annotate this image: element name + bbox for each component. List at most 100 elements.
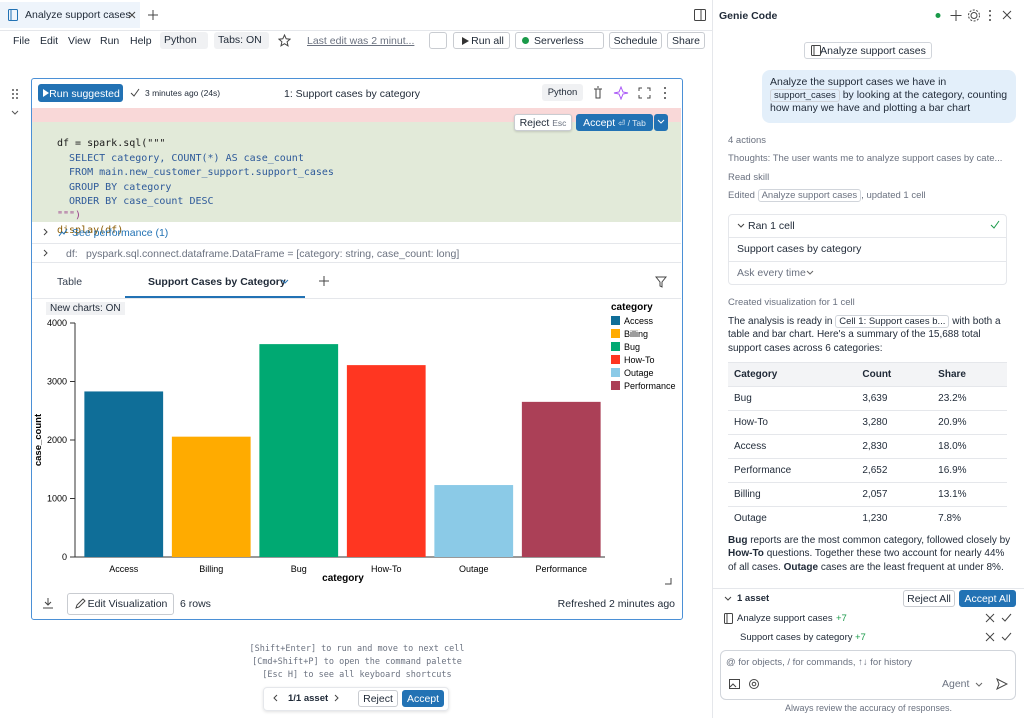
code-line: ORDER BY case_count DESC bbox=[57, 195, 334, 209]
filter[interactable] bbox=[655, 276, 667, 288]
bar bbox=[522, 402, 601, 557]
bar bbox=[259, 344, 338, 557]
table-cell: 3,639 bbox=[856, 387, 932, 411]
last-edit[interactable]: Last edit was 2 minut... bbox=[307, 35, 414, 47]
legend-swatch bbox=[611, 316, 620, 325]
menu-item[interactable]: Run bbox=[100, 35, 119, 47]
reject-key: Esc bbox=[552, 118, 566, 128]
code-line: """) bbox=[57, 209, 334, 223]
reject-all-button[interactable]: Reject All bbox=[903, 590, 955, 607]
divider bbox=[728, 261, 1007, 262]
play-icon bbox=[462, 37, 469, 45]
panel-title: Genie Code bbox=[719, 10, 777, 22]
tabs-dropdown[interactable]: Tabs: ON bbox=[214, 32, 269, 49]
cell-icons[interactable] bbox=[592, 86, 668, 100]
layout-button[interactable] bbox=[429, 32, 447, 49]
summary-bold: Bug bbox=[728, 535, 747, 546]
input-placeholder: @ for objects, / for commands, ↑↓ for hi… bbox=[726, 657, 912, 668]
legend-label: Billing bbox=[624, 329, 648, 339]
menu-item[interactable]: Edit bbox=[40, 35, 58, 47]
result-tab[interactable]: Table bbox=[57, 276, 82, 288]
see-performance[interactable]: See performance (1) bbox=[72, 227, 168, 239]
cell-language[interactable]: Python bbox=[542, 84, 583, 101]
table-row: CategoryCountShare bbox=[728, 363, 1007, 387]
table-cell: 7.8% bbox=[932, 507, 1007, 531]
answer-text: The analysis is ready in bbox=[728, 316, 833, 327]
bar bbox=[172, 437, 251, 557]
menu-item[interactable]: View bbox=[68, 35, 91, 47]
menu-item[interactable]: Help bbox=[130, 35, 152, 47]
tabs-setting: Tabs: ON bbox=[218, 34, 262, 46]
panel-toggle[interactable] bbox=[694, 9, 706, 21]
table-cell: Access bbox=[728, 435, 856, 459]
accept-all-button[interactable]: Accept All bbox=[959, 590, 1016, 607]
y-axis-title: case_count bbox=[33, 413, 44, 466]
share-button[interactable]: Share bbox=[667, 32, 705, 49]
compute-button[interactable]: Serverless bbox=[515, 32, 604, 49]
mode-dropdown[interactable]: Agent bbox=[937, 677, 974, 691]
y-tick-label: 2000 bbox=[47, 435, 67, 445]
x-tick-label: Outage bbox=[459, 564, 489, 574]
drag-handle[interactable] bbox=[11, 88, 19, 118]
code-line: df = spark.sql(""" bbox=[57, 137, 334, 151]
send[interactable] bbox=[996, 678, 1008, 690]
expand[interactable] bbox=[42, 228, 50, 236]
menu-item[interactable]: File bbox=[13, 35, 30, 47]
table-row: Access2,83018.0% bbox=[728, 435, 1007, 459]
legend-swatch bbox=[611, 368, 620, 377]
chevron bbox=[806, 269, 814, 277]
table-chip[interactable]: support_cases bbox=[770, 89, 840, 102]
chevron[interactable] bbox=[281, 278, 289, 286]
schedule-button[interactable]: Schedule bbox=[609, 32, 662, 49]
edit-visualization: Edit Visualization bbox=[88, 598, 168, 610]
bar bbox=[434, 485, 513, 557]
favorite[interactable] bbox=[278, 34, 291, 47]
chevron[interactable] bbox=[724, 595, 732, 603]
asset-name[interactable]: Support cases by category bbox=[740, 632, 852, 643]
add-tab[interactable] bbox=[319, 276, 329, 286]
bar-chart: category case_count category 01000200030… bbox=[31, 300, 681, 590]
reject: Reject bbox=[520, 117, 550, 129]
table-cell: 20.9% bbox=[932, 411, 1007, 435]
reject-button[interactable]: Reject bbox=[358, 690, 398, 707]
x-tick-label: Bug bbox=[291, 564, 307, 574]
result-tab[interactable]: Support Cases by Category bbox=[148, 276, 286, 288]
resize-handle[interactable] bbox=[665, 578, 671, 584]
new-tab[interactable] bbox=[147, 9, 159, 21]
download[interactable] bbox=[42, 597, 54, 609]
close-tab[interactable] bbox=[128, 11, 136, 19]
table-cell: 16.9% bbox=[932, 459, 1007, 483]
input-icons[interactable] bbox=[729, 678, 761, 690]
accept-options[interactable] bbox=[654, 114, 668, 131]
table-cell: Billing bbox=[728, 483, 856, 507]
divider bbox=[32, 298, 681, 299]
divider bbox=[728, 237, 1007, 238]
cell-chip[interactable]: Cell 1: Support cases b... bbox=[835, 315, 949, 328]
permission[interactable]: Ask every time bbox=[737, 267, 806, 279]
accept-button[interactable]: Accept bbox=[402, 690, 444, 707]
reject-button[interactable]: Reject Esc bbox=[514, 114, 572, 131]
actions-count[interactable]: 4 actions bbox=[728, 135, 766, 146]
asset-name[interactable]: Analyze support cases bbox=[737, 613, 833, 624]
accept-button[interactable]: Accept ⏎ / Tab bbox=[576, 114, 653, 131]
thoughts[interactable]: Thoughts: The user wants me to analyze s… bbox=[728, 153, 1002, 164]
row-count: 6 rows bbox=[180, 598, 211, 610]
table-cell: How-To bbox=[728, 411, 856, 435]
summary-bold: Outage bbox=[784, 562, 818, 573]
schedule: Schedule bbox=[614, 35, 658, 47]
expand[interactable] bbox=[42, 249, 50, 257]
answer: The analysis is ready in Cell 1: Support… bbox=[728, 315, 1011, 355]
accept: Accept bbox=[407, 693, 439, 705]
context-chip[interactable]: Analyze support cases bbox=[804, 42, 932, 59]
run-suggested-button[interactable]: Run suggested bbox=[38, 84, 123, 102]
legend-label: How-To bbox=[624, 355, 655, 365]
edited-chip[interactable]: Analyze support cases bbox=[758, 189, 862, 202]
language-dropdown[interactable]: Python bbox=[160, 32, 208, 49]
y-tick-label: 3000 bbox=[47, 377, 67, 387]
reject: Reject bbox=[363, 693, 393, 705]
asset-actions[interactable] bbox=[985, 613, 1013, 643]
panel-icons[interactable] bbox=[934, 9, 1014, 22]
table-cell: 1,230 bbox=[856, 507, 932, 531]
chevron[interactable] bbox=[737, 222, 745, 230]
